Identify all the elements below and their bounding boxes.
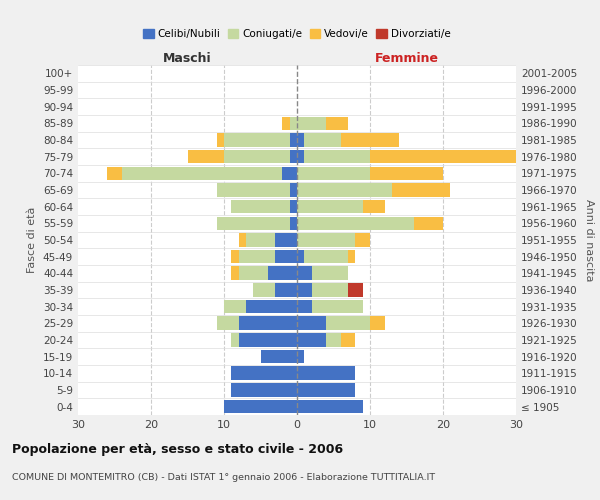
Bar xyxy=(246,300,297,314)
Bar xyxy=(239,316,297,330)
Bar xyxy=(217,216,290,230)
Bar xyxy=(232,333,239,347)
Bar xyxy=(290,133,297,147)
Bar xyxy=(290,183,297,197)
Text: Maschi: Maschi xyxy=(163,52,212,65)
Legend: Celibi/Nubili, Coniugati/e, Vedovi/e, Divorziati/e: Celibi/Nubili, Coniugati/e, Vedovi/e, Di… xyxy=(139,24,455,43)
Bar xyxy=(239,333,297,347)
Bar xyxy=(297,216,414,230)
Bar xyxy=(370,150,516,164)
Bar xyxy=(232,383,297,397)
Bar xyxy=(297,316,326,330)
Bar xyxy=(297,383,355,397)
Bar xyxy=(290,116,297,130)
Bar xyxy=(297,116,326,130)
Bar xyxy=(326,316,370,330)
Bar xyxy=(297,300,311,314)
Bar xyxy=(392,183,450,197)
Bar xyxy=(275,283,297,297)
Bar xyxy=(297,166,370,180)
Bar xyxy=(370,166,443,180)
Bar xyxy=(253,283,275,297)
Bar xyxy=(239,266,268,280)
Bar xyxy=(297,183,392,197)
Y-axis label: Anni di nascita: Anni di nascita xyxy=(584,198,594,281)
Bar xyxy=(304,250,348,264)
Bar xyxy=(297,400,362,413)
Bar xyxy=(187,150,224,164)
Bar xyxy=(311,283,348,297)
Bar xyxy=(217,133,224,147)
Bar xyxy=(290,200,297,213)
Text: Femmine: Femmine xyxy=(374,52,439,65)
Bar xyxy=(232,266,239,280)
Y-axis label: Fasce di età: Fasce di età xyxy=(28,207,37,273)
Bar xyxy=(232,250,239,264)
Bar xyxy=(232,200,290,213)
Bar xyxy=(297,366,355,380)
Bar xyxy=(297,133,304,147)
Bar xyxy=(341,333,355,347)
Bar xyxy=(370,316,385,330)
Bar xyxy=(311,266,348,280)
Bar xyxy=(297,150,304,164)
Bar xyxy=(224,150,290,164)
Bar xyxy=(341,133,399,147)
Bar xyxy=(297,333,326,347)
Bar xyxy=(283,116,290,130)
Bar xyxy=(297,350,304,364)
Bar xyxy=(224,300,246,314)
Bar xyxy=(290,216,297,230)
Bar xyxy=(326,116,348,130)
Bar xyxy=(348,283,363,297)
Bar xyxy=(355,233,370,247)
Bar xyxy=(275,233,297,247)
Bar xyxy=(297,266,311,280)
Bar xyxy=(275,250,297,264)
Text: Popolazione per età, sesso e stato civile - 2006: Popolazione per età, sesso e stato civil… xyxy=(12,442,343,456)
Bar xyxy=(304,150,370,164)
Bar xyxy=(414,216,443,230)
Bar xyxy=(297,250,304,264)
Bar xyxy=(297,283,311,297)
Bar xyxy=(246,233,275,247)
Bar xyxy=(326,333,341,347)
Bar xyxy=(311,300,363,314)
Bar xyxy=(297,200,362,213)
Bar xyxy=(283,166,297,180)
Bar xyxy=(304,133,341,147)
Bar xyxy=(297,233,355,247)
Bar xyxy=(224,400,297,413)
Bar xyxy=(239,233,246,247)
Bar xyxy=(260,350,297,364)
Bar xyxy=(268,266,297,280)
Bar xyxy=(122,166,283,180)
Bar xyxy=(217,183,290,197)
Bar xyxy=(224,133,290,147)
Bar xyxy=(290,150,297,164)
Bar xyxy=(362,200,385,213)
Bar xyxy=(232,366,297,380)
Bar xyxy=(239,250,275,264)
Text: COMUNE DI MONTEMITRO (CB) - Dati ISTAT 1° gennaio 2006 - Elaborazione TUTTITALIA: COMUNE DI MONTEMITRO (CB) - Dati ISTAT 1… xyxy=(12,472,435,482)
Bar xyxy=(107,166,122,180)
Bar xyxy=(217,316,239,330)
Bar xyxy=(348,250,355,264)
